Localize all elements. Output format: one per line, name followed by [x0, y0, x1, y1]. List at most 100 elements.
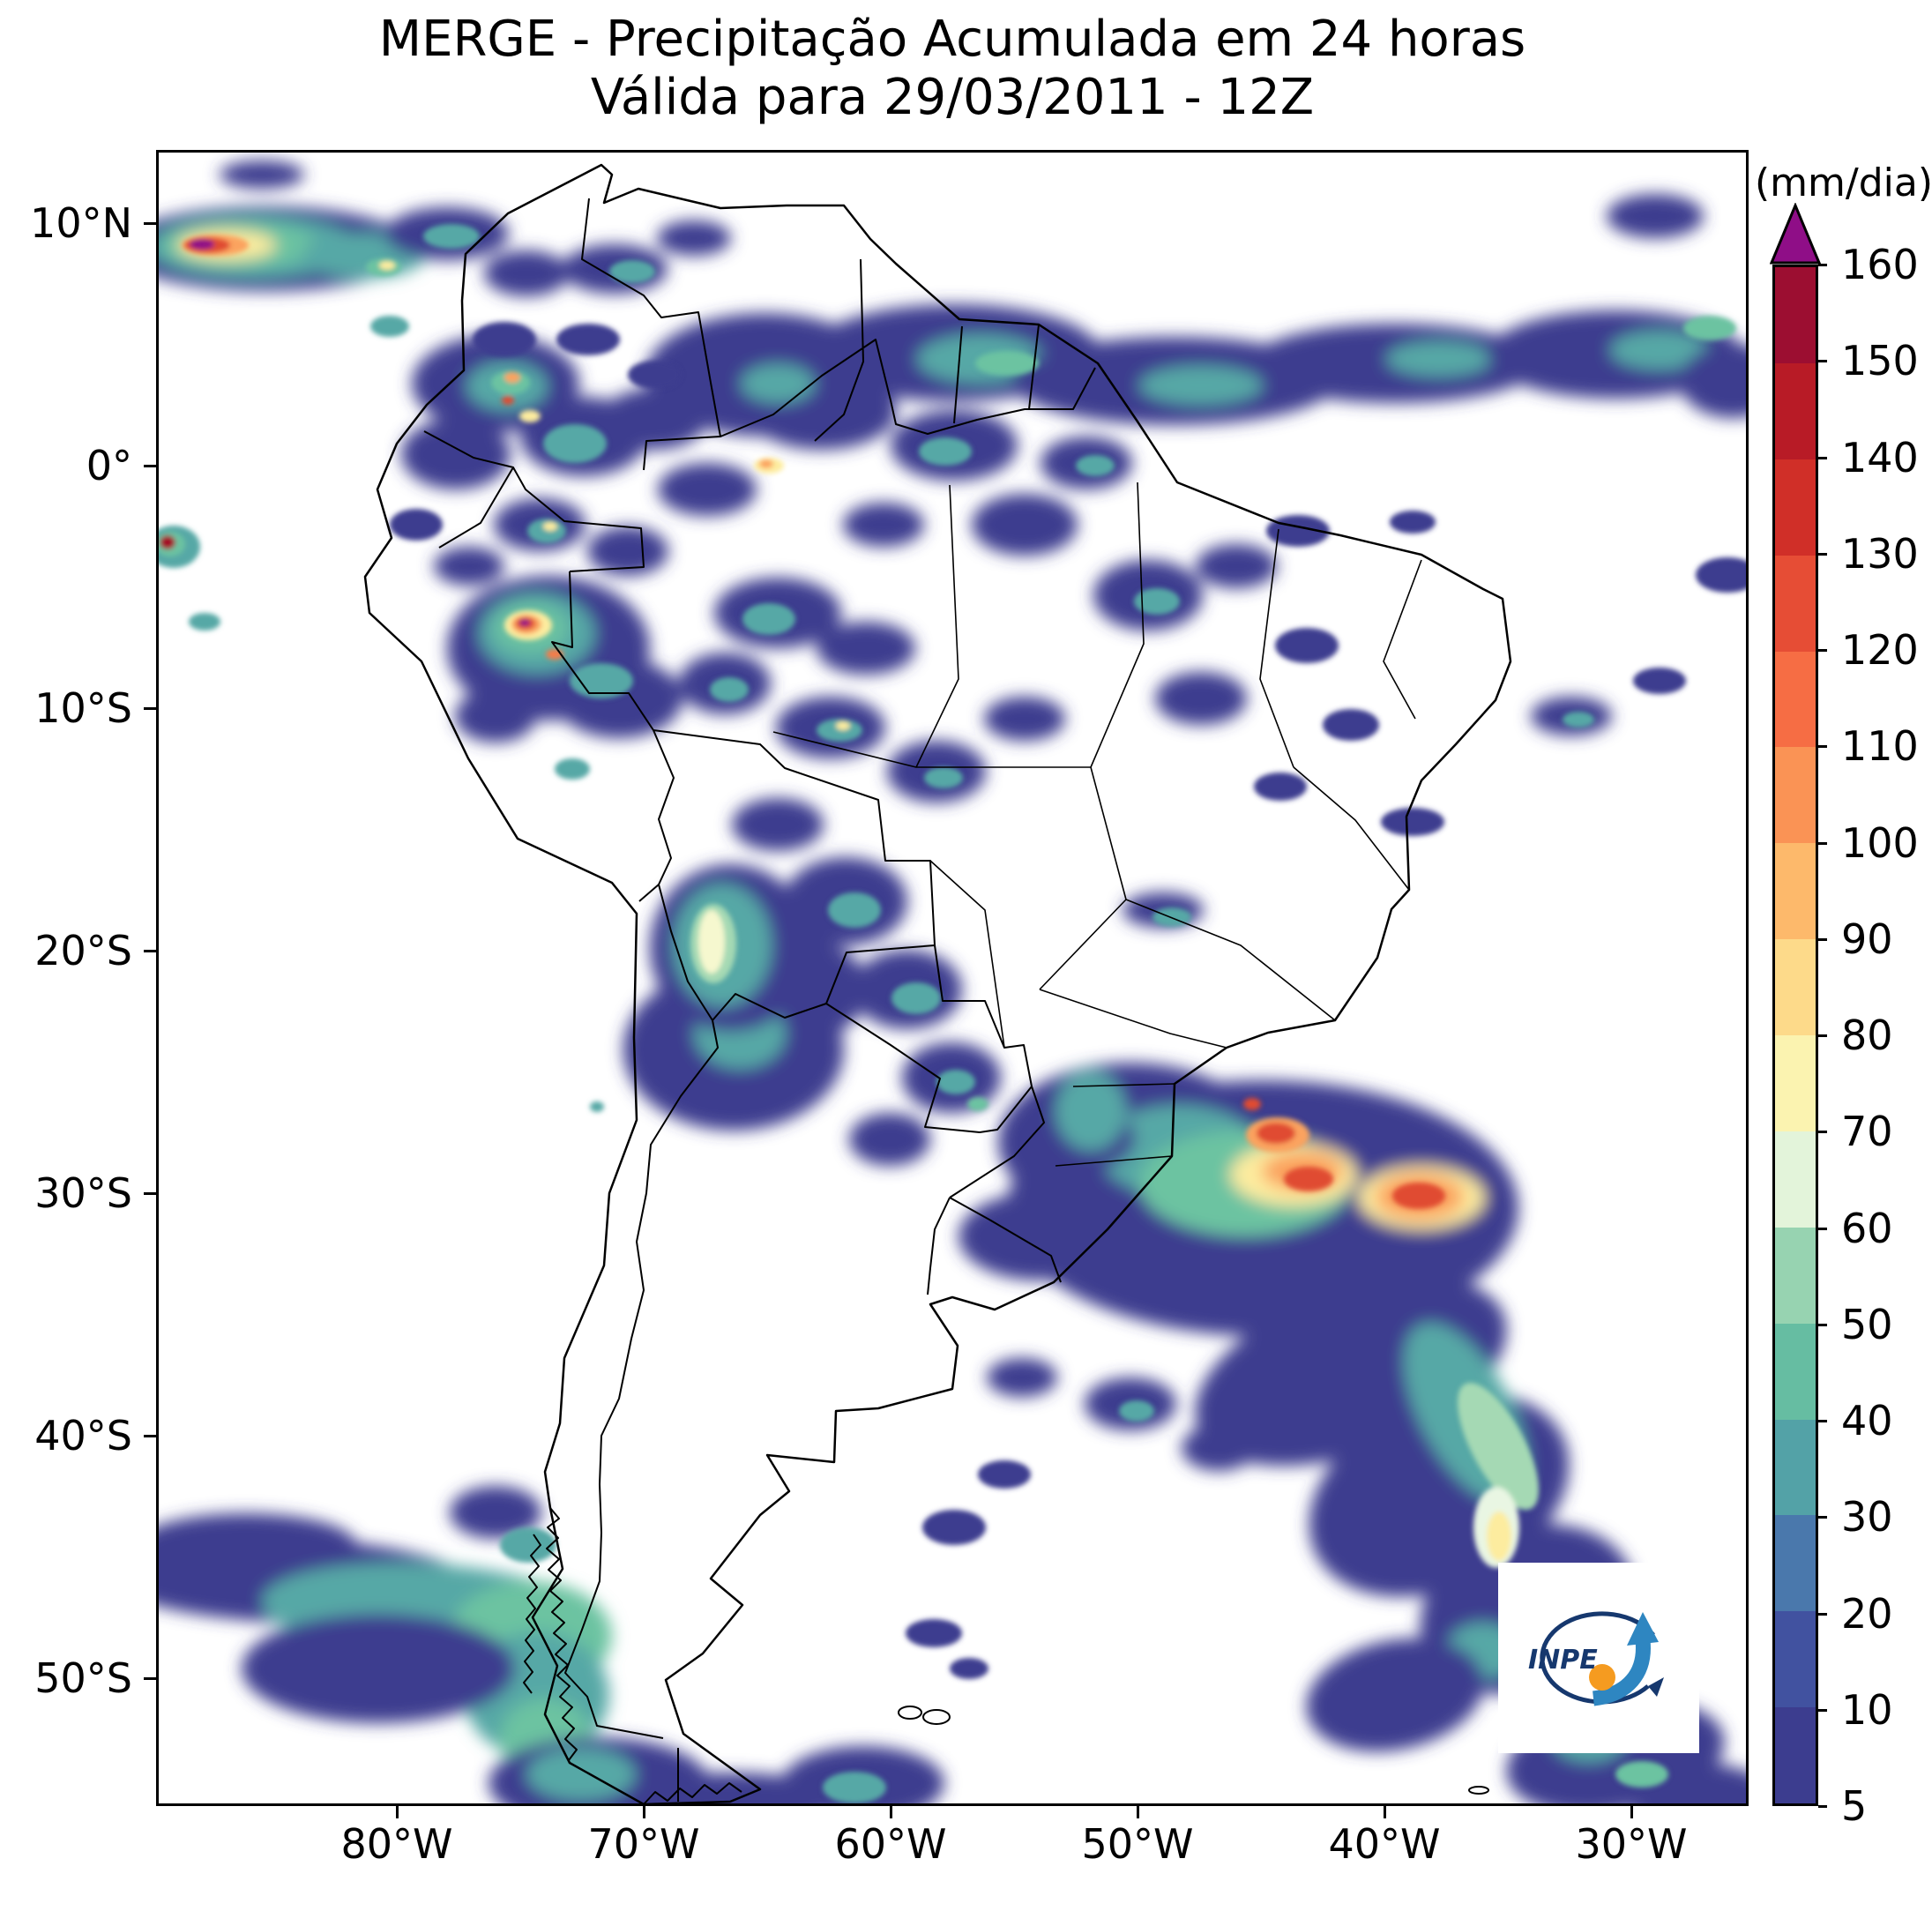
- precip-blob: [1563, 712, 1594, 728]
- lat-tick-label: 40°S: [34, 1412, 132, 1459]
- fjord-coastline: [523, 1507, 742, 1805]
- colorbar-segment: [1775, 267, 1816, 363]
- precip-blob: [1306, 1638, 1484, 1752]
- precip-blob: [450, 1486, 541, 1539]
- lat-tick-label: 0°: [86, 442, 132, 489]
- precip-blob: [742, 603, 795, 635]
- colorbar-segment: [1775, 1323, 1816, 1420]
- inpe-logo-box: [1498, 1563, 1699, 1753]
- colorbar-tick-label: 30: [1841, 1493, 1893, 1541]
- y-tick-mark: [144, 1677, 156, 1680]
- colorbar-tick-mark: [1818, 1034, 1827, 1037]
- precip-blob: [1696, 557, 1749, 593]
- lon-tick-label: 80°W: [340, 1820, 453, 1868]
- precip-blob: [519, 410, 541, 422]
- precip-blob: [556, 324, 620, 355]
- colorbar-tick-mark: [1818, 1708, 1827, 1712]
- precip-blob: [220, 160, 304, 189]
- colorbar-tick-mark: [1818, 745, 1827, 749]
- colorbar-tick-label: 100: [1841, 818, 1919, 867]
- coastline: [363, 163, 1512, 1806]
- inpe-logo-text: INPE: [1528, 1645, 1598, 1676]
- colorbar-tick-label: 20: [1841, 1589, 1893, 1638]
- precip-blob: [500, 1527, 556, 1563]
- precip-blob: [587, 526, 668, 576]
- lat-tick-label: 50°S: [34, 1654, 132, 1702]
- precip-blob: [543, 424, 607, 463]
- precip-blob: [160, 535, 175, 549]
- inpe-logo: INPE: [1498, 1563, 1699, 1753]
- precip-blob: [423, 224, 480, 249]
- precip-blob: [242, 1614, 515, 1723]
- precip-blob: [759, 459, 773, 468]
- precip-blob: [1633, 668, 1686, 694]
- precip-blob: [967, 1097, 988, 1111]
- precip-blob: [1076, 455, 1115, 476]
- precip-blob: [156, 1513, 356, 1577]
- colorbar-unit-label: (mm/dia): [1755, 160, 1932, 205]
- precip-blob: [1056, 1071, 1126, 1151]
- inpe-logo-arrow: [1592, 1639, 1651, 1706]
- figure-title-line1: MERGE - Precipitação Acumulada em 24 hor…: [378, 11, 1526, 68]
- falkland-island-east: [922, 1709, 951, 1725]
- colorbar-segment: [1775, 1131, 1816, 1228]
- lon-tick-label: 30°W: [1575, 1820, 1688, 1868]
- plot-frame: [156, 150, 1749, 1806]
- colorbar-tick-mark: [1818, 1805, 1827, 1808]
- precip-blob: [1254, 773, 1307, 801]
- colorbar-tick-mark: [1818, 552, 1827, 556]
- precip-blob: [379, 261, 395, 270]
- precip-blob: [710, 677, 749, 702]
- precip-blob: [919, 437, 972, 466]
- precip-blob: [817, 719, 862, 742]
- precip-blob: [698, 910, 725, 974]
- precip-blob: [836, 721, 850, 730]
- precip-blob: [849, 1113, 930, 1166]
- precip-blob: [543, 522, 557, 531]
- colorbar-tick-mark: [1818, 1420, 1827, 1422]
- precip-blob: [189, 613, 220, 631]
- precip-blob: [504, 372, 520, 383]
- colorbar-tick-label: 150: [1841, 337, 1919, 385]
- precip-blob: [924, 767, 963, 788]
- precip-blob: [1134, 588, 1180, 615]
- y-tick-mark: [144, 1435, 156, 1437]
- lat-tick-label: 10°S: [34, 684, 132, 732]
- precip-blob: [843, 503, 924, 547]
- precip-blob: [1119, 1400, 1154, 1422]
- x-tick-mark: [890, 1806, 892, 1818]
- precip-blob: [434, 547, 504, 586]
- precip-blob: [609, 260, 655, 283]
- colorbar-segment: [1775, 1035, 1816, 1131]
- colorbar-segment: [1775, 1707, 1816, 1803]
- precip-blob: [984, 697, 1065, 741]
- colorbar-tick-mark: [1818, 649, 1827, 652]
- colorbar-tick-mark: [1818, 1227, 1827, 1230]
- precip-blob: [190, 239, 214, 250]
- precip-blob: [555, 758, 590, 780]
- colorbar-tick-mark: [1818, 456, 1827, 459]
- precipitation-field: [156, 160, 1749, 1806]
- colorbar-extend-arrow: [1770, 203, 1821, 265]
- inpe-logo-arrowhead: [1627, 1612, 1659, 1646]
- colorbar-segment: [1775, 939, 1816, 1035]
- colorbar-tick-label: 10: [1841, 1685, 1893, 1734]
- y-tick-mark: [144, 465, 156, 467]
- x-tick-mark: [643, 1806, 645, 1818]
- precip-blob: [1196, 544, 1277, 588]
- precip-blob: [922, 1510, 986, 1545]
- colorbar-segment: [1775, 362, 1816, 459]
- country-borders: [423, 198, 1096, 1802]
- colorbar-tick-mark: [1818, 1323, 1827, 1326]
- precip-blob: [1139, 366, 1263, 405]
- precip-blob: [1680, 344, 1749, 418]
- map-plot: INPE: [156, 150, 1749, 1806]
- precip-blob: [526, 1748, 636, 1801]
- precip-blob: [370, 316, 409, 337]
- colorbar-segment: [1775, 747, 1816, 844]
- colorbar-tick-mark: [1818, 1131, 1827, 1134]
- precip-blob: [401, 419, 511, 489]
- colorbar-segment: [1775, 1611, 1816, 1708]
- precip-blob: [828, 892, 881, 928]
